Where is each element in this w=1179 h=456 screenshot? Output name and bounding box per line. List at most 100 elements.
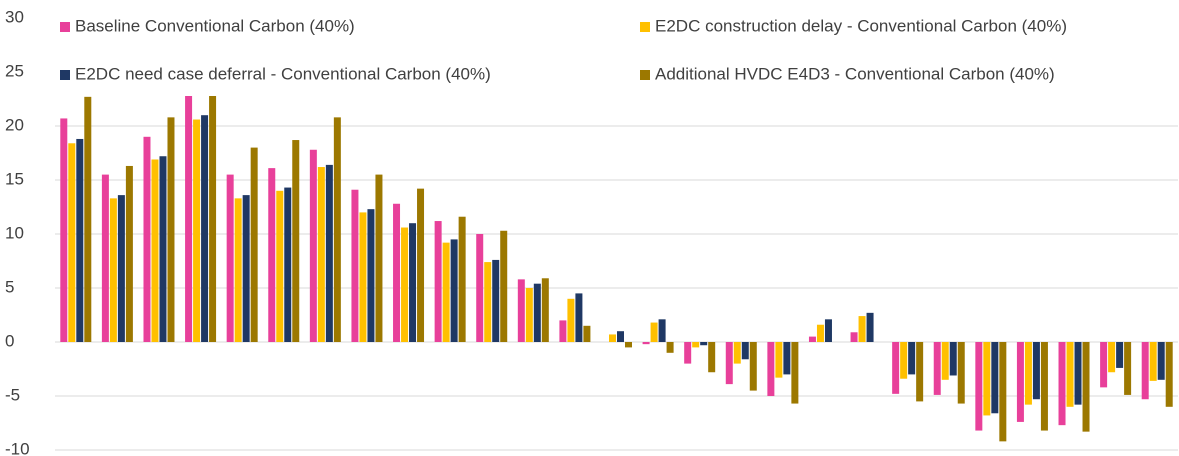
legend-swatch bbox=[640, 70, 650, 80]
bar bbox=[1141, 342, 1149, 400]
bar bbox=[999, 342, 1007, 442]
bar bbox=[708, 342, 716, 373]
bar bbox=[983, 342, 991, 416]
bar bbox=[434, 221, 442, 342]
bar bbox=[268, 168, 276, 342]
bar bbox=[733, 342, 741, 364]
bar bbox=[276, 190, 284, 342]
y-tick-label: 25 bbox=[5, 61, 24, 80]
bar bbox=[292, 140, 300, 342]
bar bbox=[226, 174, 234, 342]
bar bbox=[1116, 342, 1124, 368]
bar bbox=[791, 342, 799, 404]
legend-background bbox=[55, 0, 1179, 96]
bar bbox=[333, 117, 341, 342]
bar bbox=[351, 189, 359, 342]
bar bbox=[167, 117, 175, 342]
bar bbox=[76, 138, 84, 342]
legend-label: E2DC construction delay - Conventional C… bbox=[655, 16, 1067, 35]
bar bbox=[84, 96, 92, 342]
bar bbox=[892, 342, 900, 394]
bar bbox=[450, 239, 458, 342]
bar bbox=[409, 223, 417, 342]
bar bbox=[658, 319, 666, 342]
bar bbox=[533, 283, 541, 342]
bar bbox=[242, 195, 250, 342]
bar bbox=[317, 167, 325, 342]
bar bbox=[991, 342, 999, 414]
y-tick-label: -5 bbox=[5, 385, 20, 404]
bar bbox=[824, 319, 832, 342]
bar bbox=[1157, 342, 1165, 380]
bar bbox=[1108, 342, 1116, 373]
bar bbox=[309, 149, 317, 342]
y-tick-label: 15 bbox=[5, 169, 24, 188]
bar bbox=[650, 322, 658, 342]
y-tick-label: 20 bbox=[5, 115, 24, 134]
bar bbox=[101, 174, 109, 342]
bar bbox=[617, 331, 624, 342]
bar bbox=[250, 147, 258, 342]
bar bbox=[692, 342, 700, 348]
y-tick-label: 10 bbox=[5, 223, 24, 242]
bar bbox=[858, 316, 866, 342]
bar bbox=[484, 262, 492, 342]
bar bbox=[151, 159, 159, 342]
legend-swatch bbox=[640, 22, 650, 32]
bar bbox=[1058, 342, 1066, 426]
bar bbox=[1024, 342, 1032, 405]
bar bbox=[808, 336, 816, 342]
legend-label: Baseline Conventional Carbon (40%) bbox=[75, 16, 355, 35]
bar bbox=[417, 188, 425, 342]
bar bbox=[666, 342, 674, 353]
bar bbox=[109, 198, 117, 342]
bar bbox=[325, 164, 333, 342]
bar bbox=[866, 312, 874, 342]
bar bbox=[60, 118, 68, 342]
bar bbox=[1124, 342, 1132, 395]
bar bbox=[609, 334, 616, 342]
bar bbox=[941, 342, 949, 380]
legend-swatch bbox=[60, 22, 70, 32]
bar bbox=[700, 342, 708, 346]
bar bbox=[1016, 342, 1024, 422]
bar bbox=[442, 242, 450, 342]
y-tick-label: 5 bbox=[5, 277, 14, 296]
bar bbox=[143, 136, 151, 342]
bar bbox=[1074, 342, 1082, 405]
bar bbox=[541, 278, 549, 342]
bar bbox=[159, 156, 167, 342]
bar bbox=[725, 342, 733, 385]
bar bbox=[458, 216, 466, 342]
bar bbox=[1082, 342, 1090, 432]
bar bbox=[185, 95, 193, 342]
bar bbox=[193, 119, 201, 343]
bar bbox=[908, 342, 916, 375]
bar bbox=[209, 95, 217, 342]
bar bbox=[1066, 342, 1074, 407]
bar bbox=[234, 198, 242, 342]
bar bbox=[900, 342, 908, 379]
bar bbox=[284, 187, 292, 342]
bar bbox=[367, 209, 375, 342]
legend-swatch bbox=[60, 70, 70, 80]
bar bbox=[476, 234, 484, 342]
bar bbox=[741, 342, 749, 360]
bar bbox=[949, 342, 957, 376]
bar bbox=[117, 195, 125, 342]
bar bbox=[359, 212, 367, 342]
bar bbox=[916, 342, 924, 402]
bar bbox=[933, 342, 941, 395]
bar bbox=[642, 342, 650, 345]
bar bbox=[1165, 342, 1173, 407]
bar bbox=[775, 342, 783, 378]
bar bbox=[684, 342, 692, 364]
bar bbox=[375, 174, 383, 342]
bar bbox=[68, 143, 76, 342]
bar bbox=[125, 165, 133, 342]
bar bbox=[575, 293, 583, 342]
bar bbox=[850, 332, 858, 342]
bar bbox=[816, 324, 824, 342]
y-tick-label: -10 bbox=[5, 439, 30, 456]
